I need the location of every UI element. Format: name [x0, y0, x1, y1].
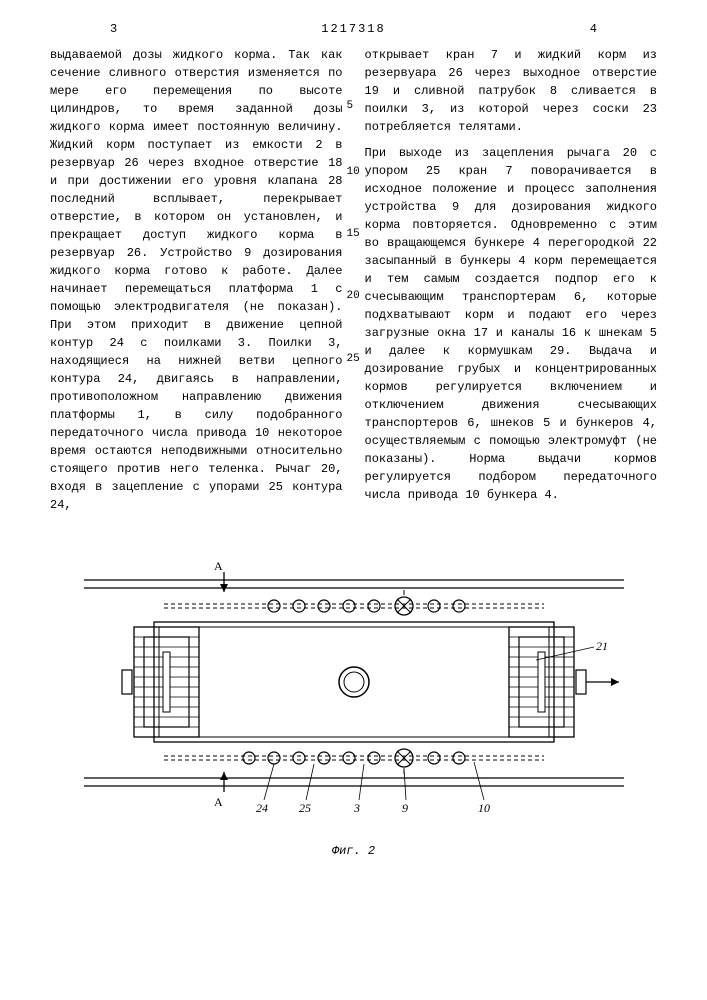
label-A-top: А [214, 559, 223, 573]
line-number-25: 25 [347, 351, 360, 368]
left-column-text: выдаваемой дозы жидкого корма. Так как с… [50, 46, 343, 514]
label-A-bottom: А [214, 795, 223, 809]
left-column: выдаваемой дозы жидкого корма. Так как с… [50, 46, 343, 522]
line-number-10: 10 [347, 164, 360, 181]
figure-2-diagram: А А 21 24 25 3 9 10 [74, 552, 634, 832]
chain-rollers-bottom [243, 752, 465, 764]
text-columns: выдаваемой дозы жидкого корма. Так как с… [50, 46, 657, 522]
chain-rollers-top [268, 600, 465, 612]
right-para-1: открывает кран 7 и жидкий корм из резерв… [365, 46, 658, 136]
ref-21: 21 [596, 639, 608, 653]
ref-9: 9 [402, 801, 408, 815]
right-para-2: При выходе из зацепления рычага 20 с упо… [365, 144, 658, 504]
page-number-right: 4 [590, 20, 597, 38]
header-row: 3 1217318 4 [50, 20, 657, 38]
page-number-left: 3 [110, 20, 117, 38]
line-number-15: 15 [347, 226, 360, 243]
figure-area: А А 21 24 25 3 9 10 Фиг. 2 [50, 552, 657, 860]
ref-25: 25 [299, 801, 311, 815]
ref-10: 10 [478, 801, 490, 815]
left-bunker [134, 627, 199, 737]
line-number-20: 20 [347, 288, 360, 305]
ref-3: 3 [353, 801, 360, 815]
page: 3 1217318 4 выдаваемой дозы жидкого корм… [0, 0, 707, 1000]
ref-24: 24 [256, 801, 268, 815]
right-column: 5 10 15 20 25 открывает кран 7 и жидкий … [365, 46, 658, 522]
line-number-5: 5 [347, 98, 354, 115]
document-number: 1217318 [321, 20, 385, 38]
figure-caption: Фиг. 2 [50, 842, 657, 860]
right-bunker [509, 627, 574, 737]
